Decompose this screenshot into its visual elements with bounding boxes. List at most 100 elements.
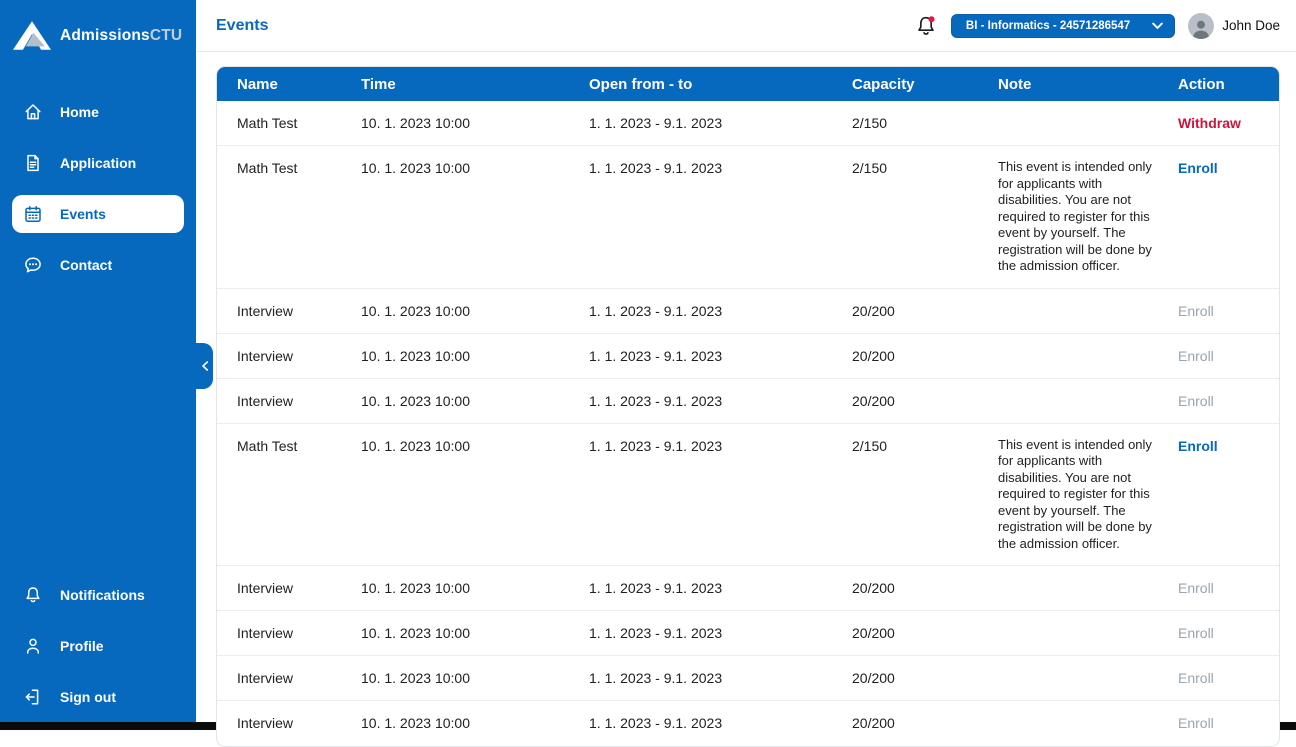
event-name-cell: Interview [237, 347, 294, 364]
event-open-cell: 1. 1. 2023 - 9.1. 2023 [589, 302, 723, 319]
enroll-link: Enroll [1178, 302, 1214, 319]
event-note-cell: This event is intended only for applican… [998, 159, 1152, 273]
event-name-cell: Interview [237, 302, 294, 319]
table-row: Interview 10. 1. 2023 10:00 1. 1. 2023 - 9… [217, 379, 1279, 424]
enroll-link: Enroll [1178, 580, 1214, 596]
event-name-cell: Interview [237, 715, 294, 731]
event-open-cell: 1. 1. 2023 - 9.1. 2023 [589, 115, 723, 131]
event-action-cell: Enroll [1178, 146, 1279, 190]
enroll-link[interactable]: Enroll [1178, 160, 1218, 176]
sidebar-item-label: Sign out [60, 689, 116, 705]
event-action-cell: Enroll [1178, 379, 1279, 423]
event-time-cell: 10. 1. 2023 10:00 [361, 115, 470, 131]
sidebar-item-profile[interactable]: Profile [12, 627, 184, 665]
event-time-cell: 10. 1. 2023 10:00 [361, 625, 470, 641]
event-capacity-cell: 2/150 [852, 160, 888, 176]
sidebar-item-label: Events [60, 206, 106, 222]
event-name-cell: Interview [237, 392, 294, 409]
enroll-link: Enroll [1178, 347, 1214, 364]
event-capacity-cell: 20/200 [852, 392, 895, 409]
event-capacity-cell: 20/200 [852, 670, 895, 686]
event-open-cell: 1. 1. 2023 - 9.1. 2023 [589, 580, 723, 596]
brand-name-primary: Admissions [60, 26, 150, 44]
event-open-cell: 1. 1. 2023 - 9.1. 2023 [589, 625, 723, 641]
enroll-link: Enroll [1178, 625, 1214, 641]
event-action-cell: Enroll [1178, 289, 1279, 333]
event-note-cell [998, 289, 1178, 315]
event-time-cell: 10. 1. 2023 10:00 [361, 302, 470, 319]
event-note-cell [998, 379, 1178, 405]
table-row: Interview 10. 1. 2023 10:00 1. 1. 2023 - 9… [217, 289, 1279, 334]
withdraw-link[interactable]: Withdraw [1178, 115, 1241, 131]
event-action-cell: Enroll [1178, 334, 1279, 378]
events-table: Name Time Open from - to Capacity Note A… [216, 66, 1280, 747]
sidebar-item-label: Profile [60, 638, 104, 654]
event-capacity-cell: 2/150 [852, 115, 888, 131]
event-open-cell: 1. 1. 2023 - 9.1. 2023 [589, 715, 723, 731]
content-area: Name Time Open from - to Capacity Note A… [196, 52, 1296, 747]
event-capacity-cell: 2/150 [852, 437, 888, 454]
topbar: Events BI - Informatics - 24571286547 [196, 0, 1296, 52]
user-menu[interactable]: John Doe [1188, 12, 1280, 39]
sidebar-collapse-button[interactable] [196, 343, 213, 389]
table-row: Interview 10. 1. 2023 10:00 1. 1. 2023 - 9… [217, 566, 1279, 611]
table-row: Interview 10. 1. 2023 10:00 1. 1. 2023 - 9… [217, 656, 1279, 701]
chevron-left-icon [201, 361, 208, 371]
event-open-cell: 1. 1. 2023 - 9.1. 2023 [589, 347, 723, 364]
notifications-bell-button[interactable] [914, 14, 938, 38]
column-header-open: Open from - to [589, 75, 693, 93]
enroll-link[interactable]: Enroll [1178, 437, 1218, 454]
column-header-time: Time [361, 75, 396, 93]
enroll-link: Enroll [1178, 392, 1214, 409]
topbar-right: BI - Informatics - 24571286547 John Doe [914, 12, 1280, 39]
table-row: Interview 10. 1. 2023 10:00 1. 1. 2023 - 9… [217, 701, 1279, 746]
event-action-cell: Withdraw [1178, 101, 1279, 145]
table-row: Math Test 10. 1. 2023 10:00 1. 1. 2023 - 9… [217, 146, 1279, 289]
sidebar-item-home[interactable]: Home [12, 93, 184, 131]
event-name-cell: Math Test [237, 437, 298, 454]
avatar-silhouette-icon [1192, 20, 1210, 39]
event-capacity-cell: 20/200 [852, 580, 895, 596]
event-note-cell [998, 566, 1178, 592]
sidebar-item-sign-out[interactable]: Sign out [12, 678, 184, 716]
event-name-cell: Interview [237, 625, 294, 641]
event-time-cell: 10. 1. 2023 10:00 [361, 580, 470, 596]
enroll-link: Enroll [1178, 715, 1214, 731]
column-header-capacity: Capacity [852, 75, 915, 93]
event-action-cell: Enroll [1178, 611, 1279, 655]
sidebar-nav-main: Home Application Events Contact [0, 93, 196, 284]
brand-name: AdmissionsCTU [60, 27, 182, 45]
sidebar-item-application[interactable]: Application [12, 144, 184, 182]
event-capacity-cell: 20/200 [852, 302, 895, 319]
brand-logo-icon [13, 21, 51, 50]
sidebar-item-events[interactable]: Events [12, 195, 184, 233]
column-header-note: Note [998, 75, 1032, 93]
user-name: John Doe [1222, 18, 1280, 33]
app-logo: AdmissionsCTU [0, 0, 196, 51]
sidebar-item-label: Notifications [60, 587, 145, 603]
sidebar-item-contact[interactable]: Contact [12, 246, 184, 284]
program-selector-dropdown[interactable]: BI - Informatics - 24571286547 [950, 13, 1176, 38]
events-table-header: Name Time Open from - to Capacity Note A… [217, 67, 1279, 101]
bell-icon [23, 585, 43, 605]
event-time-cell: 10. 1. 2023 10:00 [361, 160, 470, 176]
event-time-cell: 10. 1. 2023 10:00 [361, 670, 470, 686]
event-open-cell: 1. 1. 2023 - 9.1. 2023 [589, 670, 723, 686]
avatar [1188, 12, 1215, 39]
event-capacity-cell: 20/200 [852, 347, 895, 364]
main-area: Events BI - Informatics - 24571286547 [196, 0, 1296, 747]
sidebar-item-label: Home [60, 104, 99, 120]
event-note-cell: This event is intended only for applican… [998, 436, 1152, 551]
person-icon [23, 636, 43, 656]
application-icon [23, 153, 43, 173]
sidebar-item-notifications[interactable]: Notifications [12, 576, 184, 614]
table-row: Math Test 10. 1. 2023 10:00 1. 1. 2023 - 9… [217, 101, 1279, 146]
event-time-cell: 10. 1. 2023 10:00 [361, 347, 470, 364]
event-open-cell: 1. 1. 2023 - 9.1. 2023 [589, 437, 723, 454]
event-open-cell: 1. 1. 2023 - 9.1. 2023 [589, 160, 723, 176]
event-name-cell: Math Test [237, 160, 298, 176]
event-action-cell: Enroll [1178, 424, 1279, 468]
event-time-cell: 10. 1. 2023 10:00 [361, 437, 470, 454]
column-header-name: Name [237, 75, 278, 93]
chevron-down-icon [1152, 22, 1163, 29]
